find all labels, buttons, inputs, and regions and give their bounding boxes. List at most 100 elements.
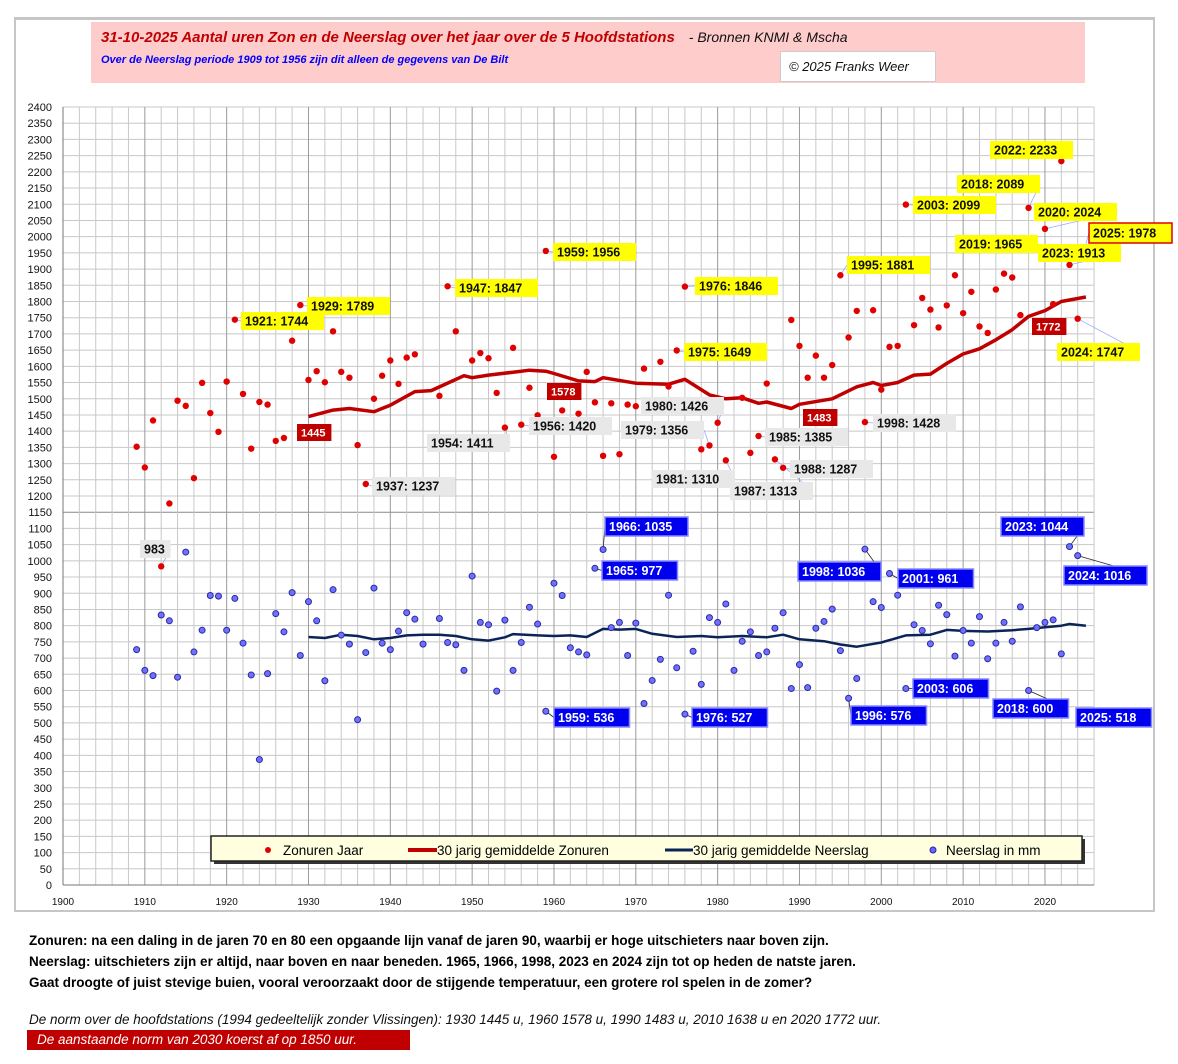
annotation-box (957, 175, 1040, 193)
sun-point (444, 283, 451, 290)
rain-point (272, 610, 280, 618)
sun-point (583, 368, 590, 376)
annotation-text: 1966: 1035 (609, 520, 672, 534)
y-tick-label: 850 (34, 604, 52, 616)
sun-point (468, 357, 476, 364)
chart-subtitle: Over de Neerslag periode 1909 tot 1956 z… (101, 54, 509, 66)
sun-point (485, 355, 492, 362)
y-tick-label: 450 (34, 734, 52, 746)
y-tick-label: 1450 (28, 410, 52, 422)
sun-point (256, 398, 263, 406)
annotation-box (1000, 516, 1085, 537)
annotation-label: 1979: 1356 (621, 421, 704, 439)
annotation-text: 2018: 2089 (961, 178, 1024, 192)
sun-point (526, 384, 533, 391)
sun-point (886, 343, 893, 351)
annotation-box (529, 417, 612, 435)
rain-point (542, 707, 550, 715)
sun-point (820, 374, 828, 381)
rain-point (468, 572, 476, 580)
sun-point (665, 383, 672, 390)
rain-point (165, 617, 173, 625)
y-tick-label: 1650 (28, 345, 52, 357)
rain-point (902, 685, 910, 693)
sun-point (362, 480, 369, 488)
rain-point (804, 684, 812, 692)
rain-point (133, 646, 141, 654)
rain-point (444, 639, 452, 647)
sun-point (166, 500, 173, 507)
rain-point (705, 614, 713, 622)
y-tick-label: 2350 (28, 118, 52, 130)
y-tick-label: 1700 (28, 329, 52, 341)
annotation-box (601, 560, 679, 581)
sun-point (149, 417, 157, 424)
rain-point (730, 666, 738, 674)
y-tick-label: 1150 (28, 507, 52, 519)
rain-point (280, 628, 288, 636)
sun-point (869, 307, 877, 314)
annotation-label: 1483 (803, 409, 838, 426)
sun-point (550, 453, 558, 460)
rain-point (501, 616, 509, 624)
rain-point (1000, 618, 1008, 626)
rain-point (534, 620, 542, 628)
rain-point (247, 671, 255, 679)
y-tick-label: 150 (34, 831, 52, 843)
y-tick-label: 1350 (28, 442, 52, 454)
rain-point (755, 651, 763, 659)
chart-title: 31-10-2025 Aantal uren Zon en de Neersla… (101, 29, 848, 46)
sun-point (280, 434, 288, 442)
x-tick-label: 1920 (216, 897, 239, 908)
annotation-label: 1578 (547, 383, 582, 400)
annotation-box (765, 428, 848, 446)
rain-point (378, 639, 386, 647)
annotation-box (297, 424, 332, 441)
annotation-label: 1959: 536 (553, 707, 631, 728)
annotation-text: 1929: 1789 (311, 300, 374, 314)
annotation-label: 1998: 1428 (873, 414, 956, 432)
sun-point (853, 307, 860, 315)
legend-rain-marker (929, 846, 937, 854)
y-tick-label: 50 (40, 864, 52, 876)
annotation-box (730, 482, 813, 500)
rain-point (214, 592, 222, 600)
sun-point (771, 456, 779, 463)
rain-point (141, 666, 149, 674)
annotation-box (455, 279, 538, 297)
axes: 0 50 100 150 200 250 300 350 400 450 500 550 600 650 7… (28, 102, 1094, 908)
annotation-text: 1578 (551, 386, 575, 398)
sun-point (681, 283, 689, 290)
rain-point (656, 655, 664, 663)
rain-point (419, 640, 427, 648)
rain-point (288, 589, 296, 597)
y-tick-label: 500 (34, 718, 52, 730)
y-tick-label: 700 (34, 653, 52, 665)
sun-point (157, 563, 165, 570)
annotation-box (1063, 565, 1148, 586)
annotation-box (547, 383, 582, 400)
annotation-text: 1772 (1036, 321, 1060, 333)
rain-point (795, 661, 803, 669)
rain-point (558, 592, 566, 600)
rain-point (714, 618, 722, 626)
rain-point (665, 591, 673, 599)
y-tick-label: 900 (34, 588, 52, 600)
rain-point (591, 564, 599, 572)
rain-point (624, 651, 632, 659)
rain-point (943, 611, 951, 619)
rain-point (321, 677, 329, 685)
annotation-box (847, 256, 930, 274)
annotation-label: 2025: 518 (1075, 707, 1153, 728)
annotation-box (913, 196, 996, 214)
sun-point (558, 407, 566, 414)
annotation-box (1038, 244, 1121, 262)
sun-point (321, 379, 329, 386)
annotation-text: 1987: 1313 (734, 485, 797, 499)
footer-note-question: Gaat droogte of juist stevige buien, voo… (29, 975, 813, 990)
annotation-label: 2023: 1913 (1038, 244, 1121, 262)
sun-point (919, 294, 926, 302)
sun-point (959, 309, 967, 317)
sun-point (182, 402, 189, 410)
